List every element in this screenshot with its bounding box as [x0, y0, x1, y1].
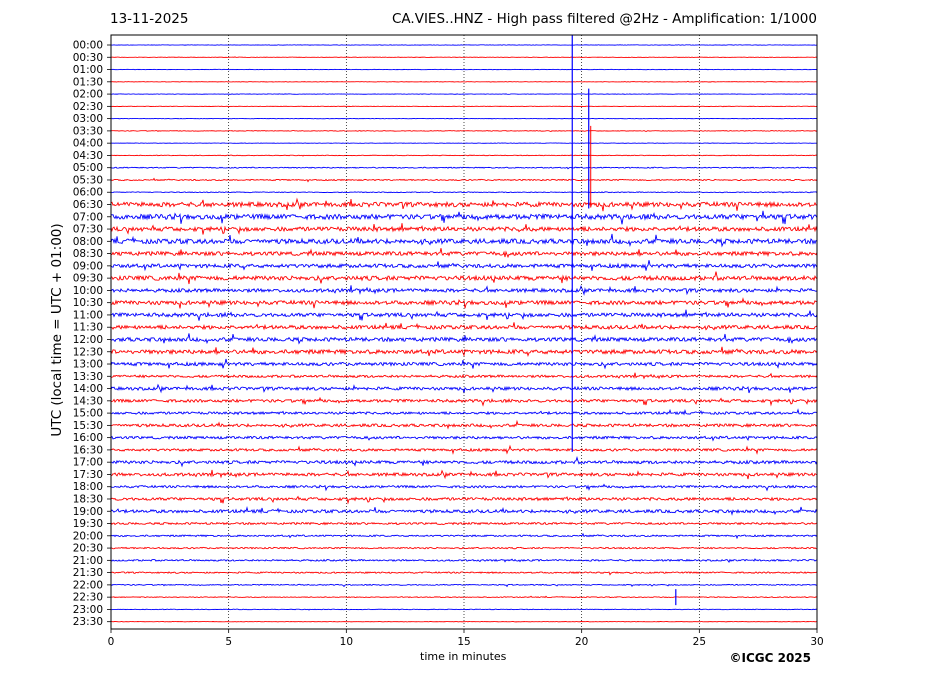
- row-label-22:00: 22:00: [73, 579, 103, 591]
- trace-17:30: [110, 469, 818, 480]
- row-label-01:30: 01:30: [73, 76, 103, 88]
- row-label-13:30: 13:30: [73, 371, 103, 383]
- row-label-18:00: 18:00: [73, 481, 103, 493]
- trace-00:30: [110, 56, 818, 58]
- row-label-21:30: 21:30: [73, 567, 103, 579]
- trace-10:00: [110, 284, 818, 296]
- row-label-17:30: 17:30: [73, 469, 103, 481]
- x-tick-label-15: 15: [457, 636, 470, 648]
- trace-01:30: [110, 80, 818, 83]
- row-label-07:30: 07:30: [73, 224, 103, 236]
- x-tick-label-20: 20: [575, 636, 588, 648]
- row-label-09:30: 09:30: [73, 273, 103, 285]
- row-label-15:30: 15:30: [73, 420, 103, 432]
- trace-05:30: [110, 177, 818, 183]
- row-label-08:30: 08:30: [73, 248, 103, 260]
- trace-12:30: [110, 346, 818, 357]
- row-label-10:00: 10:00: [73, 285, 103, 297]
- trace-15:30: [110, 419, 818, 430]
- row-label-18:30: 18:30: [73, 493, 103, 505]
- row-label-19:00: 19:00: [73, 506, 103, 518]
- row-label-08:00: 08:00: [73, 236, 103, 248]
- row-label-02:30: 02:30: [73, 101, 103, 113]
- row-label-11:30: 11:30: [73, 322, 103, 334]
- vertical-grid: [228, 35, 700, 629]
- x-tick-label-25: 25: [693, 636, 706, 648]
- trace-08:30: [110, 248, 818, 259]
- trace-11:30: [110, 322, 818, 331]
- row-label-20:00: 20:00: [73, 530, 103, 542]
- x-tick-label-10: 10: [340, 636, 353, 648]
- x-axis-ticks: 0 5 10 15 20 25 30: [108, 629, 824, 648]
- trace-18:30: [110, 495, 818, 505]
- row-label-21:00: 21:00: [73, 555, 103, 567]
- row-label-13:00: 13:00: [73, 359, 103, 371]
- row-label-03:30: 03:30: [73, 125, 103, 137]
- trace-02:30: [110, 105, 818, 108]
- row-label-02:00: 02:00: [73, 89, 103, 101]
- row-label-12:00: 12:00: [73, 334, 103, 346]
- plot-frame: [110, 34, 818, 630]
- y-axis-label: UTC (local time = UTC + 01:00): [49, 223, 65, 437]
- x-axis-label: time in minutes: [420, 650, 507, 663]
- trace-18:00: [110, 483, 818, 492]
- trace-07:00: [110, 210, 818, 225]
- row-label-00:30: 00:30: [73, 52, 103, 64]
- trace-13:00: [110, 358, 818, 370]
- row-label-03:00: 03:00: [73, 113, 103, 125]
- row-label-04:00: 04:00: [73, 138, 103, 150]
- row-label-14:00: 14:00: [73, 383, 103, 395]
- row-label-19:30: 19:30: [73, 518, 103, 530]
- trace-14:00: [110, 383, 818, 394]
- row-label-06:30: 06:30: [73, 199, 103, 211]
- row-label-00:00: 00:00: [73, 40, 103, 52]
- row-label-15:00: 15:00: [73, 408, 103, 420]
- row-label-22:30: 22:30: [73, 592, 103, 604]
- trace-20:00: [110, 532, 818, 540]
- row-label-16:00: 16:00: [73, 432, 103, 444]
- trace-16:00: [110, 435, 818, 442]
- x-tick-label-5: 5: [225, 636, 232, 648]
- row-labels: 00:0000:3001:0001:3002:0002:3003:0003:30…: [73, 40, 111, 628]
- trace-03:30: [110, 130, 818, 133]
- trace-06:00: [110, 191, 818, 194]
- row-label-09:00: 09:00: [73, 260, 103, 272]
- trace-07:30: [110, 223, 818, 235]
- row-label-23:30: 23:30: [73, 616, 103, 628]
- row-label-20:30: 20:30: [73, 543, 103, 555]
- row-label-05:00: 05:00: [73, 162, 103, 174]
- row-label-17:00: 17:00: [73, 457, 103, 469]
- row-label-01:00: 01:00: [73, 64, 103, 76]
- trace-10:30: [110, 297, 818, 309]
- row-label-11:00: 11:00: [73, 309, 103, 321]
- row-label-23:00: 23:00: [73, 604, 103, 616]
- trace-19:30: [110, 521, 818, 526]
- row-label-04:30: 04:30: [73, 150, 103, 162]
- row-label-16:30: 16:30: [73, 444, 103, 456]
- trace-19:00: [110, 506, 818, 516]
- row-label-14:30: 14:30: [73, 395, 103, 407]
- row-label-05:30: 05:30: [73, 174, 103, 186]
- row-label-10:30: 10:30: [73, 297, 103, 309]
- x-tick-label-0: 0: [108, 636, 115, 648]
- row-label-07:00: 07:00: [73, 211, 103, 223]
- chart-date: 13-11-2025: [110, 11, 189, 27]
- copyright: ©ICGC 2025: [729, 651, 811, 665]
- trace-09:30: [110, 271, 818, 285]
- trace-23:00: [110, 608, 818, 611]
- trace-06:30: [110, 197, 818, 212]
- row-label-06:00: 06:00: [73, 187, 103, 199]
- chart-title: CA.VIES..HNZ - High pass filtered @2Hz -…: [392, 11, 817, 27]
- row-label-12:30: 12:30: [73, 346, 103, 358]
- x-tick-label-30: 30: [810, 636, 823, 648]
